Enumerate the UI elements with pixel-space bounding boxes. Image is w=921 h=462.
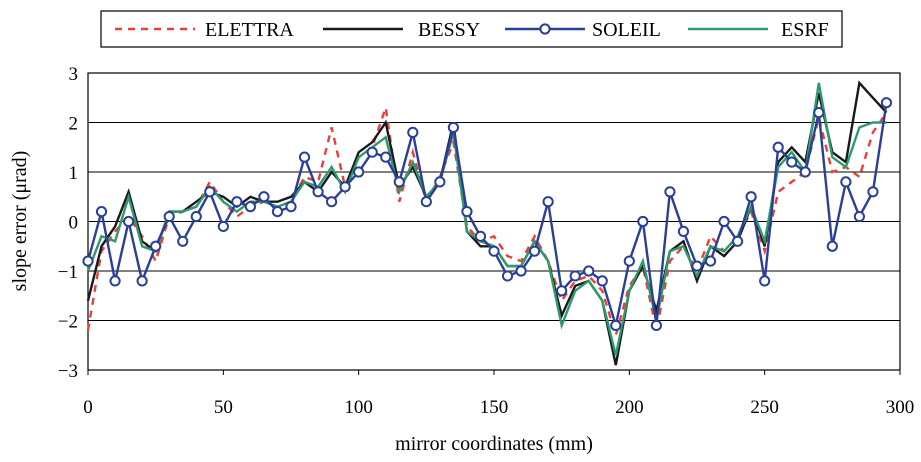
soleil-point	[163, 210, 175, 223]
soleil-point	[339, 181, 351, 193]
soleil-point	[799, 166, 811, 178]
soleil-point	[569, 270, 581, 282]
soleil-point	[732, 235, 744, 247]
soleil-point	[109, 275, 121, 287]
soleil-point	[150, 240, 162, 252]
soleil-point	[556, 285, 568, 297]
x-tick-label: 50	[214, 397, 233, 418]
legend-label-bessy: BESSY	[418, 19, 480, 41]
soleil-point	[407, 126, 419, 138]
soleil-point	[596, 275, 608, 287]
y-tick-label: 0	[69, 213, 79, 234]
series-line-soleil	[86, 102, 888, 326]
soleil-point	[623, 255, 635, 267]
legend-label-elettra: ELETTRA	[205, 19, 294, 41]
soleil-point	[258, 191, 270, 203]
soleil-point	[867, 186, 879, 198]
legend: ELETTRA BESSY SOLEIL ESRF	[100, 10, 843, 48]
soleil-point	[123, 215, 135, 228]
soleil-point	[177, 235, 189, 247]
y-tick-label: 1	[69, 163, 79, 184]
soleil-point	[461, 206, 473, 218]
soleil-point	[285, 201, 297, 213]
soleil-point	[529, 245, 541, 257]
x-tick-label: 100	[344, 397, 373, 418]
soleil-point	[515, 265, 527, 277]
soleil-point	[583, 265, 595, 277]
soleil-point	[217, 220, 229, 233]
soleil-point	[772, 141, 784, 153]
soleil-point	[366, 146, 378, 158]
soleil-point	[447, 121, 459, 134]
soleil-point	[488, 245, 500, 257]
soleil-point	[82, 255, 94, 267]
soleil-point	[312, 186, 324, 198]
soleil-point	[786, 156, 798, 168]
soleil-point	[718, 215, 730, 228]
legend-label-esrf: ESRF	[781, 19, 829, 41]
soleil-point	[853, 210, 866, 223]
soleil-point	[353, 166, 365, 178]
soleil-point	[95, 206, 108, 218]
y-tick-label: −2	[58, 312, 78, 333]
y-tick-label: −3	[58, 361, 78, 382]
x-tick-label: 150	[480, 397, 509, 418]
soleil-point	[880, 97, 893, 109]
soleil-point	[542, 196, 554, 208]
legend-label-soleil: SOLEIL	[592, 19, 661, 41]
soleil-point	[326, 196, 338, 208]
legend-marker-soleil	[539, 23, 551, 35]
x-axis-title: mirror coordinates (mm)	[395, 433, 593, 455]
soleil-point	[704, 255, 717, 267]
soleil-point	[271, 206, 284, 218]
soleil-point	[637, 215, 649, 228]
soleil-point	[190, 210, 202, 223]
soleil-point	[840, 176, 852, 188]
soleil-point	[380, 151, 392, 163]
soleil-point	[826, 240, 838, 252]
x-tick-label: 0	[83, 397, 93, 418]
soleil-point	[420, 196, 432, 208]
soleil-point	[759, 275, 771, 287]
soleil-point	[393, 176, 405, 188]
axis-ticks: −3 −2 −1 0 1 2 3 0 50 100 150 200 250 300	[58, 64, 914, 418]
soleil-point	[691, 260, 703, 272]
x-tick-label: 250	[750, 397, 779, 418]
soleil-point	[664, 186, 676, 198]
soleil-point	[434, 176, 446, 188]
soleil-point	[650, 319, 663, 332]
y-tick-label: 3	[69, 64, 79, 85]
series-group	[82, 80, 893, 366]
soleil-point	[298, 151, 311, 163]
plot-area: −3 −2 −1 0 1 2 3 0 50 100 150 200 250 300	[58, 64, 914, 418]
x-tick-label: 300	[886, 397, 915, 418]
soleil-point	[813, 107, 825, 119]
y-tick-label: −1	[58, 262, 78, 283]
soleil-point	[204, 186, 216, 198]
x-tick-label: 200	[615, 397, 644, 418]
soleil-point	[610, 319, 622, 332]
soleil-point	[136, 275, 148, 287]
soleil-point	[501, 270, 514, 282]
soleil-point	[231, 196, 243, 208]
soleil-point	[745, 191, 757, 203]
soleil-point	[677, 225, 690, 237]
y-axis-title: slope error (μrad)	[9, 151, 31, 292]
soleil-point	[244, 201, 256, 213]
y-tick-label: 2	[69, 114, 79, 135]
soleil-point	[474, 230, 487, 242]
